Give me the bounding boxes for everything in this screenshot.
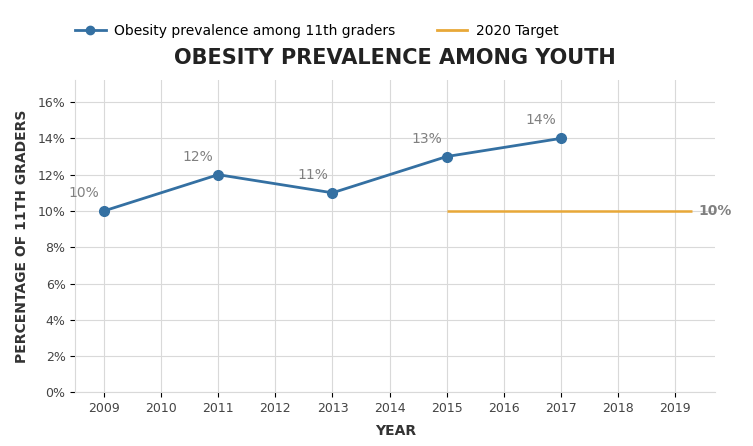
2020 Target	[688, 208, 697, 214]
2020 Target	[442, 208, 451, 214]
Line: Obesity prevalence among 11th graders: Obesity prevalence among 11th graders	[99, 133, 566, 216]
Title: OBESITY PREVALENCE AMONG YOUTH: OBESITY PREVALENCE AMONG YOUTH	[175, 48, 616, 68]
Text: 13%: 13%	[411, 132, 442, 146]
Y-axis label: PERCENTAGE OF 11TH GRADERS: PERCENTAGE OF 11TH GRADERS	[15, 110, 29, 363]
Text: 10%: 10%	[698, 204, 732, 218]
Legend: Obesity prevalence among 11th graders, 2020 Target: Obesity prevalence among 11th graders, 2…	[69, 19, 564, 44]
Obesity prevalence among 11th graders	[556, 136, 566, 141]
Obesity prevalence among 11th graders	[99, 208, 108, 214]
Obesity prevalence among 11th graders	[442, 154, 451, 159]
Text: 10%: 10%	[69, 186, 99, 200]
Text: 12%: 12%	[183, 150, 214, 164]
Obesity prevalence among 11th graders	[328, 190, 337, 195]
Text: 11%: 11%	[297, 168, 328, 182]
Obesity prevalence among 11th graders	[214, 172, 223, 178]
X-axis label: YEAR: YEAR	[375, 424, 416, 438]
Text: 14%: 14%	[526, 113, 556, 128]
